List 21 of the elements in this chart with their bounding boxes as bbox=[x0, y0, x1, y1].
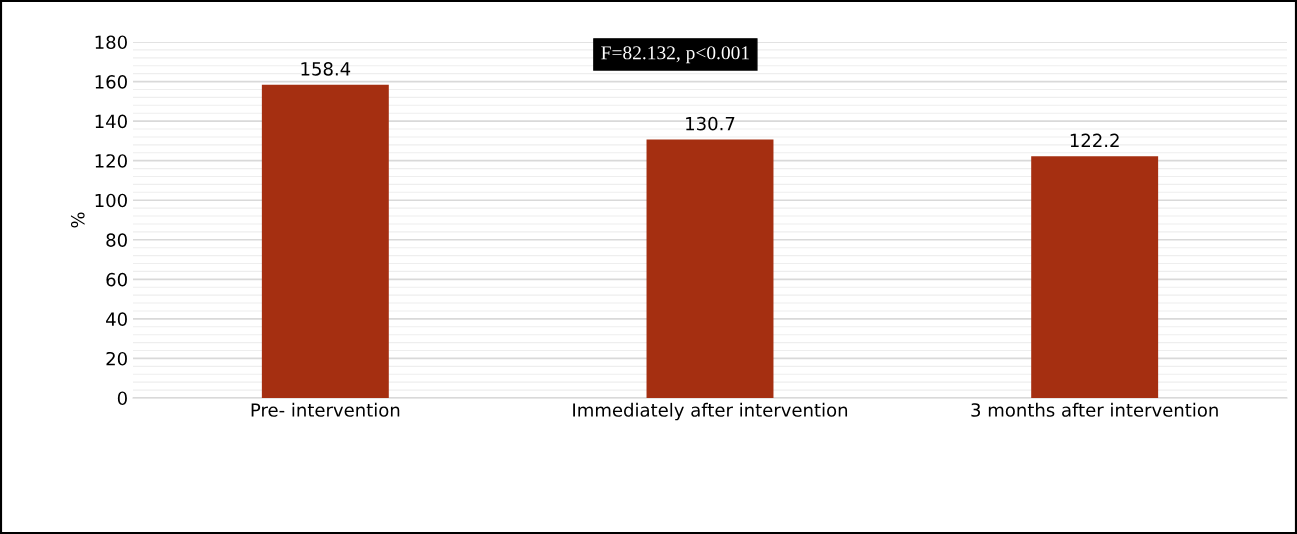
y-tick-label: 40 bbox=[106, 312, 127, 327]
y-tick-label: 0 bbox=[117, 391, 127, 406]
data-label: 158.4 bbox=[301, 62, 351, 76]
y-tick-label: 180 bbox=[95, 35, 127, 50]
data-label: 130.7 bbox=[686, 116, 735, 131]
y-tick-label: 140 bbox=[95, 114, 127, 129]
y-axis-title: % bbox=[70, 212, 85, 228]
annotation: F=82.132, p<0.001 bbox=[601, 46, 749, 64]
data-label: 122.2 bbox=[1070, 133, 1119, 148]
bar bbox=[261, 84, 389, 398]
y-tick-label: 20 bbox=[106, 351, 127, 366]
y-tick-label: 160 bbox=[95, 75, 127, 89]
bar bbox=[1031, 156, 1159, 398]
x-tick-label: 3 months after intervention bbox=[971, 402, 1218, 417]
y-tick-label: 120 bbox=[95, 154, 127, 168]
y-tick-label: 60 bbox=[106, 272, 127, 287]
y-tick-label: 100 bbox=[95, 193, 127, 208]
x-tick-label: Immediately after intervention bbox=[573, 402, 848, 421]
y-tick-label: 80 bbox=[106, 233, 127, 247]
x-tick-label: Pre- intervention bbox=[251, 402, 400, 417]
bar bbox=[646, 139, 774, 398]
